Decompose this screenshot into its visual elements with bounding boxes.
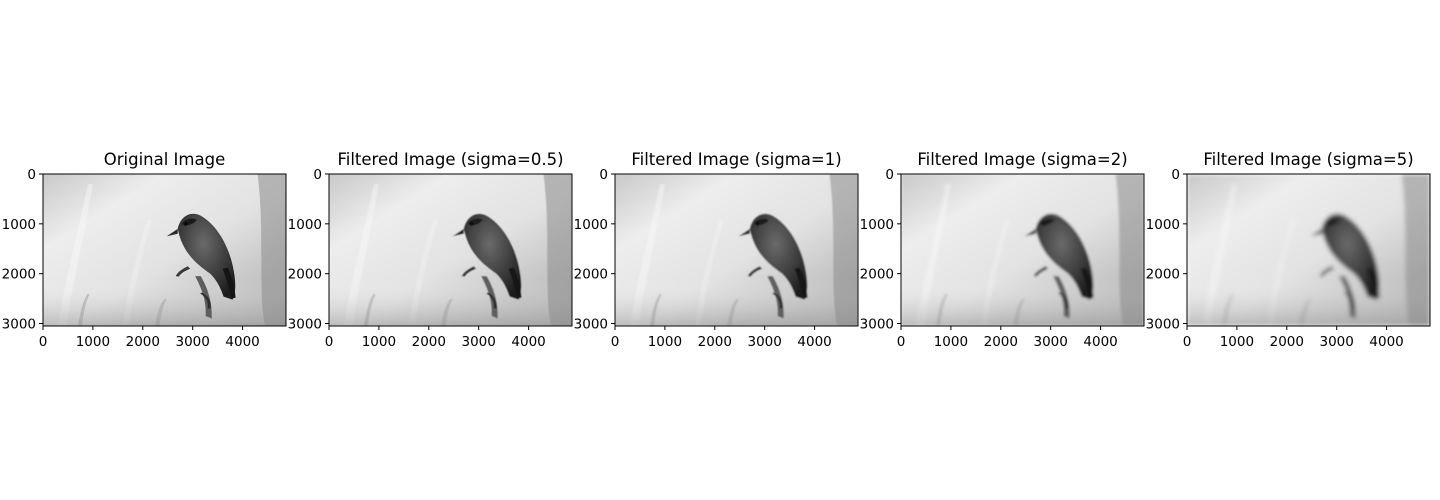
axes-panel-3: Filtered Image (sigma=1) 0 1000 2000 3000 400… (574, 150, 859, 350)
x-tick-label: 0 (39, 334, 48, 350)
y-tick-label: 2000 (574, 267, 608, 283)
x-tick-label: 2000 (412, 334, 446, 350)
panel-title: Filtered Image (sigma=2) (917, 150, 1127, 169)
y-tick-label: 3000 (1146, 317, 1180, 333)
x-tick-label: 4000 (225, 334, 259, 350)
x-tick-label: 3000 (176, 334, 210, 350)
x-tick-label: 3000 (1034, 334, 1068, 350)
panel-title: Filtered Image (sigma=5) (1203, 150, 1413, 169)
y-tick-label: 0 (885, 167, 894, 183)
x-tick-label: 4000 (1083, 334, 1117, 350)
y-tick-label: 3000 (288, 317, 322, 333)
panel-title: Filtered Image (sigma=1) (631, 150, 841, 169)
y-tick-label: 1000 (860, 217, 894, 233)
x-tick-label: 4000 (1369, 334, 1403, 350)
x-tick-label: 0 (325, 334, 334, 350)
x-tick-label: 3000 (462, 334, 496, 350)
y-tick-label: 2000 (860, 267, 894, 283)
x-tick-label: 2000 (698, 334, 732, 350)
x-tick-label: 2000 (984, 334, 1018, 350)
x-tick-label: 1000 (76, 334, 110, 350)
y-tick-label: 1000 (1146, 217, 1180, 233)
axes-panel-2: Filtered Image (sigma=0.5) 0 1000 2000 3000 4… (288, 150, 573, 350)
y-tick-label: 0 (27, 167, 36, 183)
y-tick-label: 1000 (574, 217, 608, 233)
y-tick-label: 3000 (860, 317, 894, 333)
y-tick-label: 0 (599, 167, 608, 183)
y-tick-label: 0 (1171, 167, 1180, 183)
axes-frame (900, 173, 1145, 327)
x-tick-label: 1000 (934, 334, 968, 350)
x-tick-label: 3000 (1320, 334, 1354, 350)
x-tick-label: 3000 (748, 334, 782, 350)
axes-frame (614, 173, 859, 327)
image-4 (901, 174, 1144, 326)
x-tick-label: 0 (611, 334, 620, 350)
panel-title: Filtered Image (sigma=0.5) (337, 150, 563, 169)
x-tick-label: 0 (1183, 334, 1192, 350)
x-tick-label: 0 (897, 334, 906, 350)
axes-frame (42, 173, 287, 327)
y-tick-label: 1000 (288, 217, 322, 233)
panel-title: Original Image (104, 150, 226, 169)
y-tick-label: 3000 (574, 317, 608, 333)
image-5 (1187, 174, 1430, 326)
x-tick-label: 1000 (1220, 334, 1254, 350)
y-tick-label: 3000 (2, 317, 36, 333)
x-tick-label: 1000 (362, 334, 396, 350)
x-tick-label: 4000 (797, 334, 831, 350)
x-tick-label: 2000 (1270, 334, 1304, 350)
y-tick-label: 1000 (2, 217, 36, 233)
image-2 (329, 174, 572, 326)
y-tick-label: 2000 (1146, 267, 1180, 283)
x-tick-label: 4000 (511, 334, 545, 350)
y-tick-label: 2000 (288, 267, 322, 283)
axes-panel-1: Original Image 0 1000 2000 3000 4000 0 1000 2000… (2, 150, 287, 350)
y-tick-label: 0 (313, 167, 322, 183)
axes-frame (328, 173, 573, 327)
y-tick-label: 2000 (2, 267, 36, 283)
x-tick-label: 1000 (648, 334, 682, 350)
axes-panel-4: Filtered Image (sigma=2) 0 1000 2000 3000 400… (860, 150, 1145, 350)
axes-frame (1186, 173, 1431, 327)
image-1 (43, 174, 286, 326)
image-3 (615, 174, 858, 326)
x-tick-label: 2000 (126, 334, 160, 350)
axes-panel-5: Filtered Image (sigma=5) 0 1000 2000 3000 400… (1146, 150, 1431, 350)
